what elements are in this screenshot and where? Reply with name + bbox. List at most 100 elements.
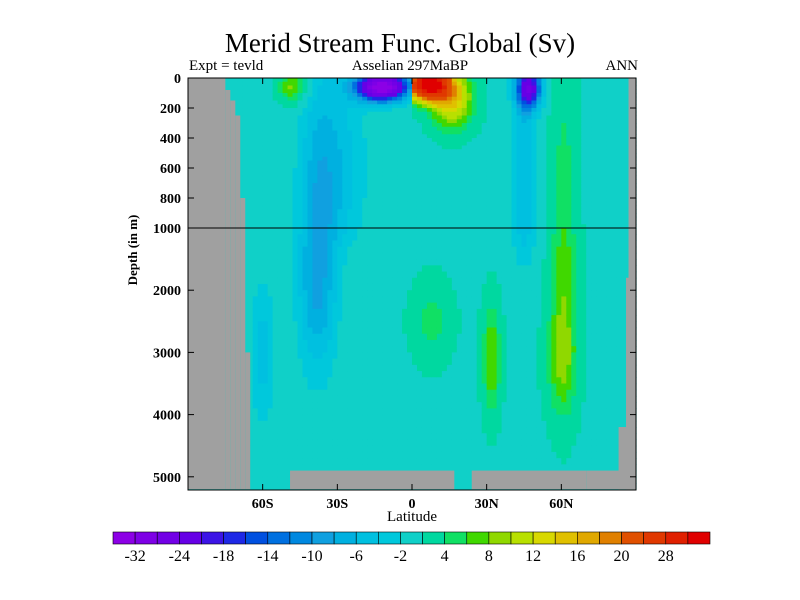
contour-cell bbox=[456, 104, 463, 109]
contour-cell bbox=[471, 352, 478, 360]
contour-cell bbox=[272, 96, 279, 102]
contour-cell bbox=[332, 290, 338, 298]
contour-cell bbox=[287, 333, 294, 341]
contour-cell bbox=[421, 96, 428, 102]
contour-cell bbox=[277, 377, 284, 385]
contour-cell bbox=[322, 175, 328, 180]
contour-cell bbox=[397, 290, 403, 298]
contour-cell bbox=[431, 464, 438, 472]
contour-cell bbox=[272, 168, 279, 173]
contour-cell bbox=[486, 395, 493, 403]
contour-cell bbox=[486, 104, 493, 109]
contour-cell bbox=[402, 119, 408, 124]
contour-cell bbox=[352, 346, 358, 353]
contour-cell bbox=[297, 420, 304, 428]
contour-cell bbox=[352, 194, 358, 199]
contour-cell bbox=[277, 420, 284, 428]
contour-cell bbox=[257, 427, 264, 434]
contour-cell bbox=[337, 179, 343, 184]
contour-cell bbox=[416, 213, 423, 218]
contour-cell bbox=[237, 85, 244, 90]
contour-cell bbox=[481, 160, 488, 165]
contour-cell bbox=[242, 205, 249, 210]
contour-cell bbox=[362, 89, 368, 94]
contour-cell bbox=[372, 308, 378, 316]
contour-cell bbox=[372, 190, 378, 195]
contour-cell bbox=[402, 402, 408, 409]
contour-cell bbox=[282, 89, 289, 94]
contour-cell bbox=[262, 252, 269, 260]
contour-cell bbox=[357, 277, 363, 285]
contour-cell bbox=[332, 408, 338, 416]
contour-cell bbox=[297, 126, 304, 132]
contour-cell bbox=[382, 395, 388, 403]
contour-cell bbox=[471, 265, 478, 273]
contour-cell bbox=[382, 327, 388, 335]
contour-cell bbox=[272, 395, 279, 403]
contour-cell bbox=[317, 119, 323, 124]
contour-cell bbox=[461, 108, 468, 113]
contour-cell bbox=[322, 377, 328, 385]
contour-cell bbox=[461, 179, 468, 184]
contour-cell bbox=[446, 414, 453, 422]
contour-cell bbox=[412, 271, 418, 279]
contour-cell bbox=[312, 296, 319, 304]
contour-cell bbox=[282, 352, 289, 360]
contour-cell bbox=[317, 427, 323, 434]
contour-cell bbox=[277, 209, 284, 214]
contour-cell bbox=[387, 395, 393, 403]
contour-cell bbox=[436, 89, 443, 94]
contour-cell bbox=[272, 224, 279, 229]
contour-cell bbox=[441, 346, 448, 353]
contour-cell bbox=[347, 213, 353, 218]
contour-cell bbox=[272, 153, 279, 158]
contour-cell bbox=[382, 134, 388, 139]
contour-cell bbox=[352, 134, 358, 139]
contour-cell bbox=[337, 283, 343, 291]
contour-cell bbox=[302, 130, 309, 135]
contour-cell bbox=[257, 201, 264, 207]
contour-cell bbox=[277, 194, 284, 199]
contour-cell bbox=[302, 296, 309, 304]
contour-cell bbox=[436, 346, 443, 353]
contour-cell bbox=[357, 183, 363, 188]
contour-cell bbox=[272, 302, 279, 310]
contour-cell bbox=[486, 224, 493, 229]
contour-cell bbox=[257, 259, 264, 266]
contour-cell bbox=[451, 104, 458, 109]
contour-cell bbox=[327, 321, 333, 329]
contour-cell bbox=[357, 209, 363, 214]
contour-cell bbox=[342, 246, 348, 254]
contour-cell bbox=[392, 296, 398, 304]
contour-cell bbox=[257, 194, 264, 199]
contour-cell bbox=[481, 108, 488, 113]
contour-cell bbox=[412, 78, 418, 83]
contour-cell bbox=[382, 252, 388, 260]
contour-cell bbox=[262, 89, 269, 94]
contour-cell bbox=[362, 327, 368, 335]
contour-cell bbox=[337, 259, 343, 266]
contour-cell bbox=[327, 302, 333, 310]
contour-cell bbox=[312, 115, 319, 120]
contour-cell bbox=[441, 252, 448, 260]
contour-cell bbox=[471, 78, 478, 83]
contour-cell bbox=[387, 433, 393, 441]
contour-cell bbox=[302, 445, 309, 453]
contour-cell bbox=[252, 470, 259, 478]
contour-cell bbox=[282, 483, 289, 490]
contour-cell bbox=[412, 175, 418, 180]
contour-cell bbox=[362, 321, 368, 329]
contour-cell bbox=[402, 108, 408, 113]
contour-cell bbox=[272, 339, 279, 347]
contour-cell bbox=[322, 290, 328, 298]
contour-cell bbox=[232, 100, 239, 105]
contour-cell bbox=[441, 445, 448, 453]
contour-cell bbox=[262, 111, 269, 117]
contour-cell bbox=[242, 186, 249, 192]
contour-cell bbox=[421, 339, 428, 347]
contour-cell bbox=[421, 458, 428, 465]
contour-cell bbox=[357, 327, 363, 335]
contour-cell bbox=[372, 145, 378, 150]
contour-cell bbox=[382, 81, 388, 87]
contour-cell bbox=[272, 408, 279, 416]
